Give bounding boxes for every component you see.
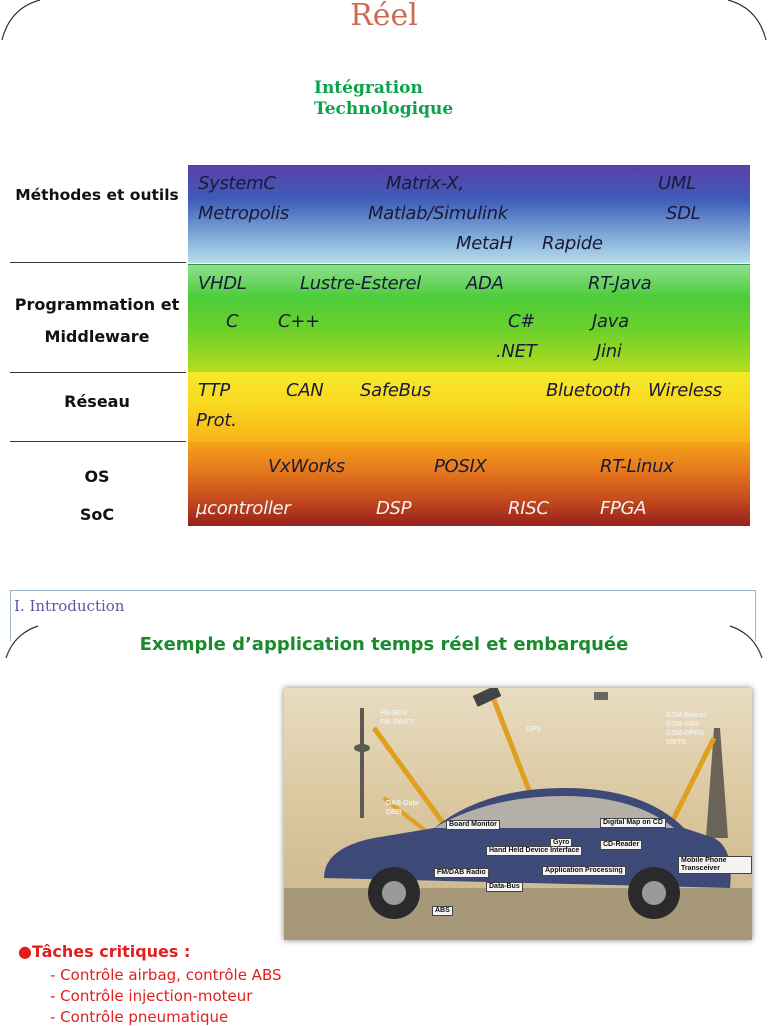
image-label: Hand Held Device Interface	[486, 846, 583, 856]
image-label: GSM-Bearer	[666, 712, 707, 719]
image-label: GSM-GPRS	[666, 730, 705, 737]
slide-corner-curves	[5, 625, 763, 659]
keyword: RT-Linux	[600, 456, 674, 477]
car-drawing	[284, 688, 752, 940]
row-separator	[10, 372, 186, 373]
keyword: Rapide	[542, 233, 603, 254]
row-label-soc: SoC	[79, 505, 115, 524]
task-item: - Contrôle pneumatique	[50, 1008, 229, 1026]
keyword: MetaH	[456, 233, 513, 254]
integration-line-1: Intégration	[314, 78, 423, 98]
tasks-heading: ●Tâches critiques :	[18, 942, 191, 961]
image-label: CD-Reader	[600, 840, 643, 850]
row-separator	[10, 262, 186, 263]
band-os-soc: VxWorks POSIX RT-Linux µcontroller DSP R…	[188, 442, 750, 526]
keyword: VHDL	[198, 273, 247, 294]
image-label: Board Monitor	[446, 820, 500, 830]
keyword: ADA	[466, 273, 504, 294]
keyword: Lustre-Esterel	[300, 273, 422, 294]
row-label-programming-line-2: Middleware	[44, 327, 150, 346]
section-label: I. Introduction	[14, 597, 125, 615]
slide-title: Réel	[350, 0, 418, 33]
keyword: TTP	[198, 380, 230, 401]
keyword: Prot.	[196, 410, 237, 431]
image-label: Application Processing	[542, 866, 626, 876]
keyword: Bluetooth	[546, 380, 631, 401]
keyword: C	[226, 311, 239, 332]
integration-heading: Intégration Technologique	[314, 78, 453, 120]
image-label: UMTS	[666, 739, 686, 746]
slide-corner-curves	[1, 0, 767, 41]
image-label: GPS	[526, 726, 541, 733]
image-label: DAB-Data	[386, 800, 419, 807]
keyword: .NET	[496, 341, 537, 362]
image-label: FM/DAB Radio	[434, 868, 489, 878]
keyword: C#	[508, 311, 536, 332]
keyword: DSP	[376, 498, 412, 519]
keyword: SystemC	[198, 173, 276, 194]
keyword: µcontroller	[196, 498, 291, 519]
row-label-programming-line-1: Programmation et	[14, 295, 180, 314]
keyword: Wireless	[648, 380, 722, 401]
integration-line-2: Technologique	[314, 99, 454, 119]
keyword: SDL	[666, 203, 701, 224]
row-label-network: Réseau	[64, 392, 130, 411]
image-label: Mobile Phone Transceiver	[678, 856, 752, 874]
slide-title: Exemple d’application temps réel et emba…	[139, 634, 629, 655]
task-item: - Contrôle airbag, contrôle ABS	[50, 966, 282, 984]
keyword: SafeBus	[360, 380, 431, 401]
row-label-os: OS	[84, 467, 110, 486]
keyword: C++	[278, 311, 320, 332]
keyword: RISC	[508, 498, 549, 519]
car-illustration: FM-RDS FM-SWIFT GPS GSM-Bearer GSM-SMS G…	[284, 688, 752, 940]
keyword: VxWorks	[268, 456, 345, 477]
band-network: TTP CAN SafeBus Bluetooth Wireless Prot.	[188, 372, 750, 442]
keyword: UML	[658, 173, 696, 194]
row-separator	[10, 441, 186, 442]
keyword: Jini	[596, 341, 622, 362]
keyword: Matrix-X,	[386, 173, 464, 194]
image-label: Data-Bus	[486, 882, 523, 892]
row-label-os-soc: OS SoC	[8, 458, 186, 534]
task-item: - Contrôle injection-moteur	[50, 987, 253, 1005]
row-label-programming: Programmation et Middleware	[8, 289, 186, 353]
band-programming: VHDL Lustre-Esterel ADA RT-Java C C++ C#…	[188, 264, 750, 373]
row-label-methods: Méthodes et outils	[15, 186, 179, 204]
keyword: CAN	[286, 380, 324, 401]
image-label: Digital Map on CD	[600, 818, 666, 828]
image-label: ABS	[432, 906, 453, 916]
image-label: GSM-SMS	[666, 721, 700, 728]
image-label: FM-RDS	[380, 710, 408, 717]
keyword: Metropolis	[198, 203, 289, 224]
keyword: Matlab/Simulink	[368, 203, 508, 224]
keyword: Java	[592, 311, 629, 332]
image-label: FM-SWIFT	[380, 719, 415, 726]
section-header-frame	[10, 590, 756, 641]
image-label: DMB	[386, 809, 402, 816]
keyword: POSIX	[434, 456, 487, 477]
band-methods: SystemC Matrix-X, UML Metropolis Matlab/…	[188, 165, 750, 263]
keyword: FPGA	[600, 498, 647, 519]
keyword: RT-Java	[588, 273, 652, 294]
